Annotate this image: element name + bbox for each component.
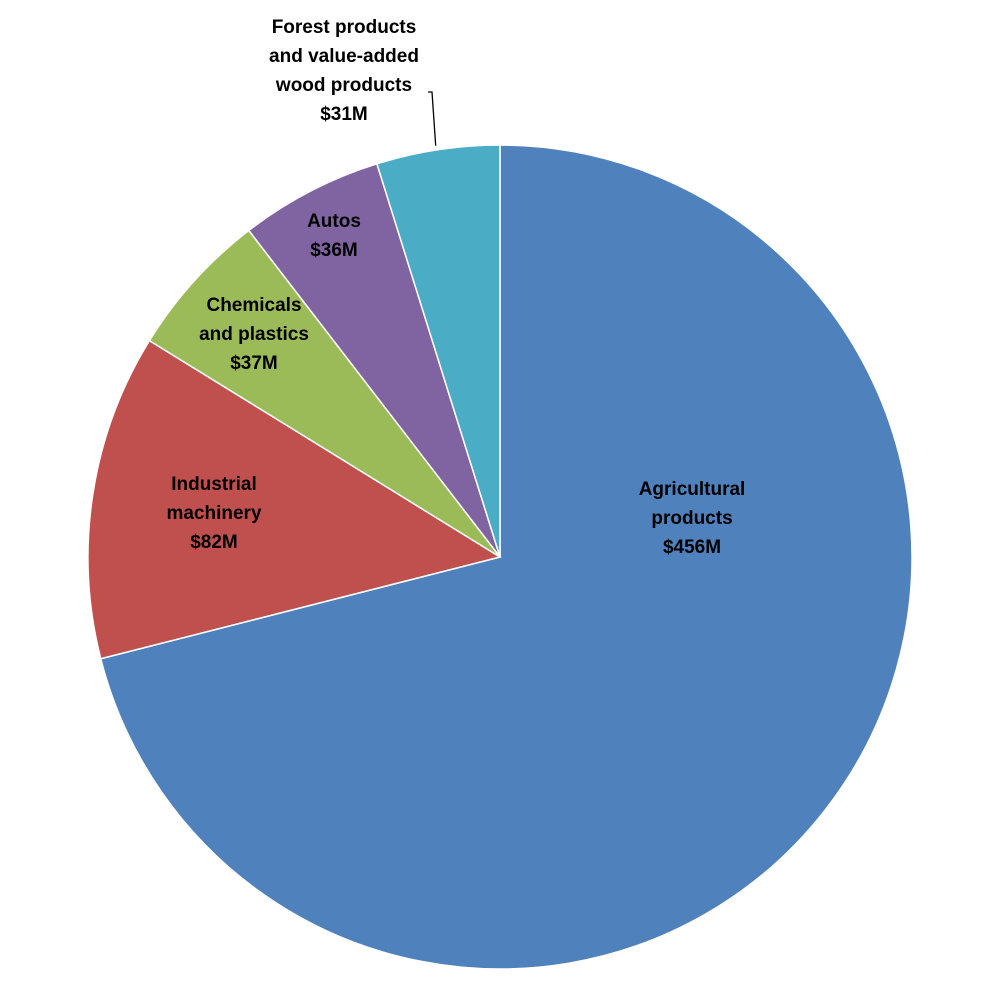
- slice-value-label: $31M: [320, 104, 368, 125]
- slice-name-label: wood products: [275, 75, 412, 96]
- slice-value-label: $82M: [190, 532, 238, 553]
- slice-name-label: machinery: [166, 503, 261, 524]
- slice-name-label: Agricultural: [639, 479, 746, 500]
- pie-slice-chemicals-and-plastics: [148, 229, 501, 558]
- slice-name-label: products: [651, 508, 732, 529]
- pie-slice-autos: [247, 162, 501, 558]
- slice-label-autos: Autos $36M: [307, 211, 361, 261]
- leader-line-forest-products-and-value-added-wood-products: [428, 91, 437, 146]
- slice-name-label: Autos: [307, 211, 361, 232]
- slice-value-label: $36M: [310, 240, 358, 261]
- slice-label-industrial-machinery: Industrial machinery $82M: [166, 474, 261, 553]
- slice-name-label: and plastics: [199, 324, 309, 345]
- slice-name-label: Forest products: [272, 17, 417, 38]
- slice-label-forest-products-and-value-added-wood-products: Forest products and value-added wood produ…: [269, 17, 419, 125]
- slice-name-label: Industrial: [171, 474, 257, 495]
- leader-lines-layer: [428, 91, 437, 146]
- slice-label-chemicals-and-plastics: Chemicals and plastics $37M: [199, 295, 309, 374]
- slice-label-agricultural-products: Agricultural products $456M: [639, 479, 746, 558]
- slice-name-label: and value-added: [269, 46, 419, 67]
- pie-slice-industrial-machinery: [87, 339, 502, 660]
- slice-name-label: Chemicals: [206, 295, 301, 316]
- pie-slice-forest-products-and-value-added-wood-products: [375, 144, 501, 558]
- slice-value-label: $37M: [230, 353, 278, 374]
- pie-slice-agricultural-products: [99, 144, 913, 970]
- slice-value-label: $456M: [663, 537, 721, 558]
- labels-layer: Agricultural products $456M Industrial machi…: [166, 17, 745, 558]
- slices-layer: [87, 144, 913, 970]
